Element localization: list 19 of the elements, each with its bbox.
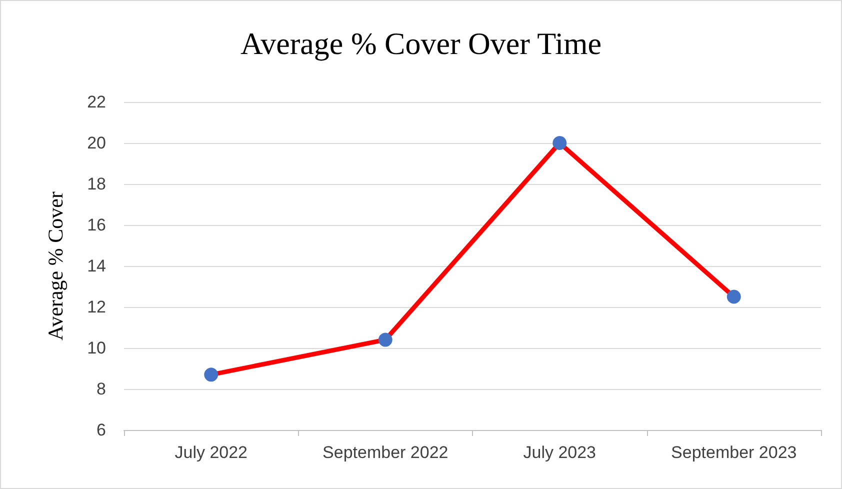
point: [378, 332, 392, 347]
x-tick-label: September 2023: [671, 443, 797, 462]
point: [726, 290, 741, 304]
point: [204, 368, 218, 382]
chart-title: Average % Cover Over Time: [240, 26, 602, 61]
y-axis-title: Average % Cover: [44, 192, 68, 340]
y-tick-label: 16: [87, 216, 106, 234]
x-tick-label: July 2023: [523, 443, 596, 462]
y-tick-label: 14: [87, 256, 106, 276]
y-tick-label: 8: [96, 380, 106, 398]
x-tick-label: September 2022: [322, 443, 448, 462]
y-tick-label: 22: [87, 92, 106, 112]
y-tick-label: 6: [96, 420, 106, 440]
y-tick-label: 18: [87, 174, 106, 194]
y-tick-label: 10: [87, 338, 106, 358]
point: [552, 136, 567, 150]
y-tick-label: 12: [87, 298, 106, 316]
y-tick-label: 20: [87, 134, 106, 152]
x-tick-label: July 2022: [174, 443, 248, 462]
